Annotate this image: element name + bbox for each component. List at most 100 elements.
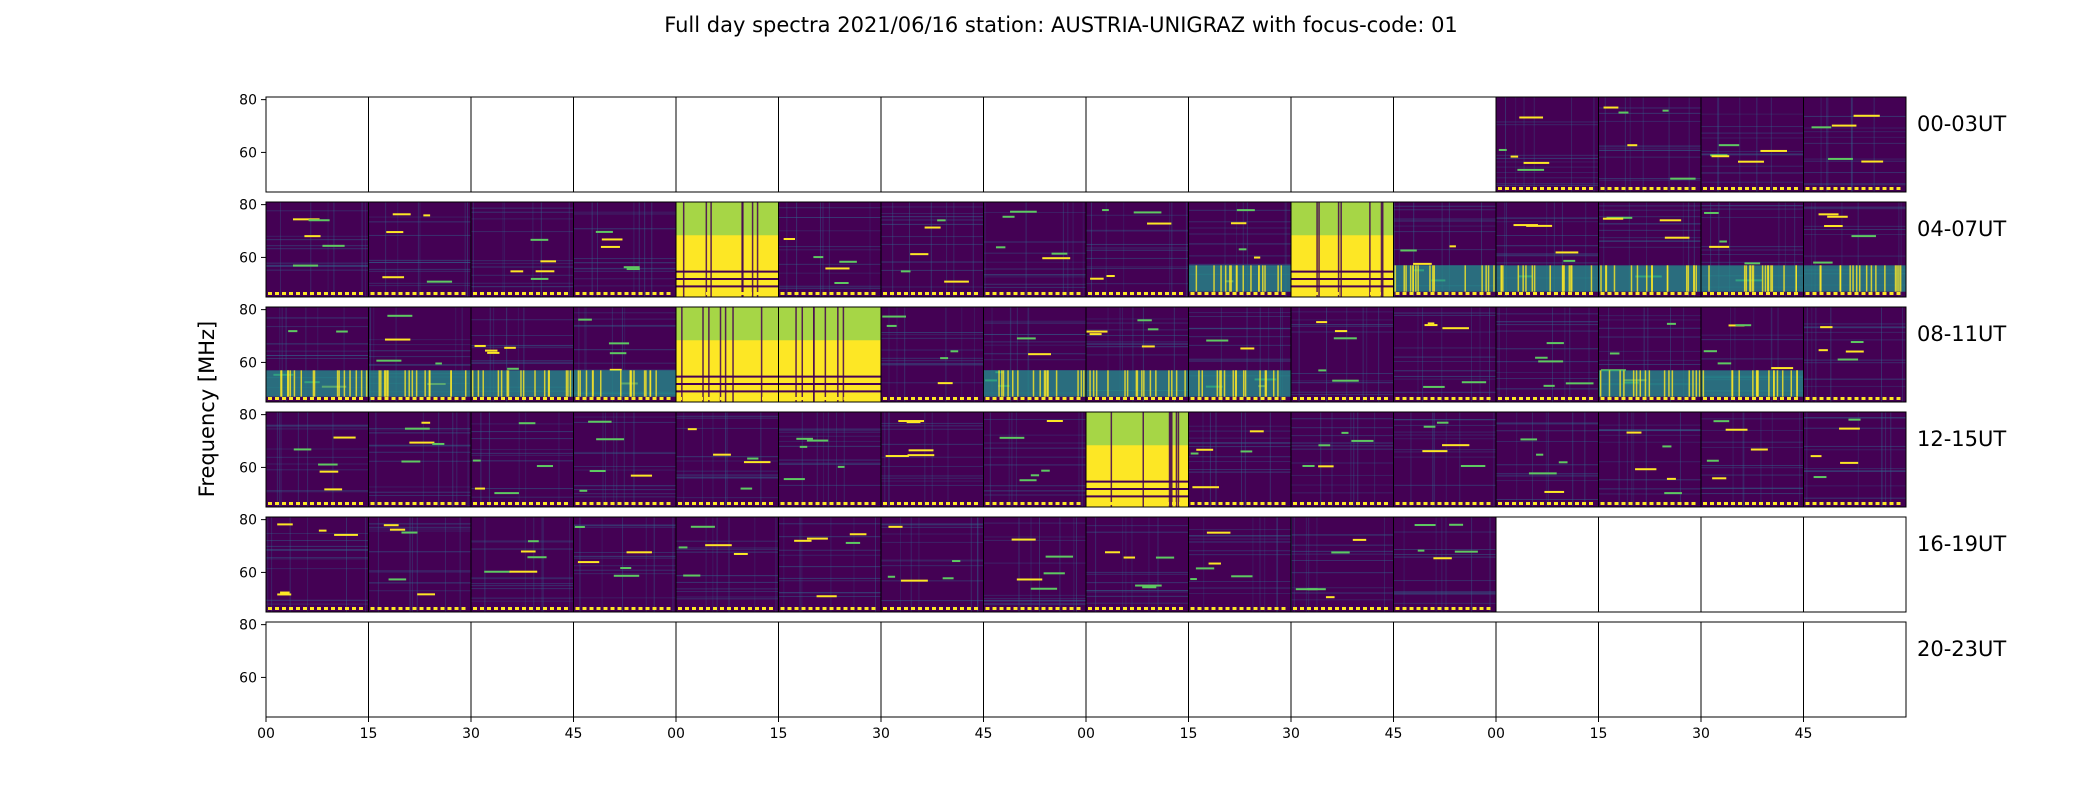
- spectrum-noise-line: [1308, 517, 1310, 612]
- spectrum-noise-line: [881, 223, 984, 225]
- baseline-dot: [748, 397, 752, 400]
- spectrum-panel: [1188, 96, 1292, 193]
- interference-line: [565, 370, 568, 397]
- baseline-dot: [871, 397, 876, 400]
- spectrum-noise-line: [983, 485, 1086, 487]
- baseline-dot: [769, 397, 773, 400]
- spectrum-noise-line: [1701, 254, 1804, 256]
- baseline-dot: [1575, 187, 1579, 190]
- spectrum-noise-line: [1291, 534, 1394, 536]
- baseline-dot: [589, 502, 594, 505]
- baseline-dot: [1519, 187, 1523, 190]
- baseline-dot: [762, 292, 766, 295]
- baseline-dot: [985, 607, 990, 610]
- baseline-dot: [1144, 607, 1148, 610]
- spectrum-noise-line: [1142, 307, 1144, 402]
- spectrum-noise-line: [1393, 218, 1496, 220]
- baseline-dot: [1069, 292, 1074, 295]
- baseline-dot: [603, 397, 608, 400]
- interference-line: [1671, 370, 1674, 397]
- x-tick-label: 45: [1795, 726, 1813, 742]
- baseline-dot: [1349, 292, 1353, 295]
- spectrum-noise-line: [1015, 412, 1017, 507]
- baseline-dot: [1232, 502, 1237, 505]
- signal-streak: [837, 465, 845, 468]
- panel-background: [983, 202, 1086, 297]
- baseline-dot: [911, 607, 915, 610]
- baseline-dot: [808, 397, 813, 400]
- spectrum-noise-line: [946, 202, 948, 297]
- signal-streak: [333, 436, 356, 439]
- interference-line: [1761, 265, 1764, 292]
- baseline-dot: [1349, 607, 1353, 610]
- panel-background: [1291, 622, 1394, 717]
- interference-line: [1685, 265, 1688, 292]
- baseline-dot: [659, 397, 664, 400]
- signal-streak: [293, 448, 312, 451]
- spectrum-noise-line: [1188, 264, 1291, 266]
- spectrum-noise-line: [278, 412, 280, 507]
- signal-streak: [277, 523, 293, 526]
- baseline-dot: [1547, 397, 1551, 400]
- spectrum-noise-line: [1105, 202, 1107, 297]
- baseline-dot: [610, 397, 615, 400]
- baseline-dot: [1451, 292, 1456, 295]
- spectrum-noise-line: [266, 545, 369, 547]
- interference-line: [1143, 370, 1145, 397]
- interference-line: [1790, 370, 1793, 397]
- spectrum-noise-line: [983, 252, 1086, 254]
- spectrum-noise-line: [1729, 202, 1731, 297]
- spectrum-noise-line: [368, 356, 471, 358]
- spectrum-noise-line: [1188, 592, 1291, 594]
- signal-streak: [1051, 252, 1068, 255]
- interference-line: [1870, 265, 1873, 292]
- spectrum-noise-line: [651, 202, 653, 297]
- interference-line: [1695, 265, 1697, 292]
- spectrum-noise-line: [633, 202, 635, 297]
- spectrum-noise-line: [266, 428, 369, 430]
- signal-streak: [1318, 369, 1327, 372]
- baseline-dot: [589, 397, 594, 400]
- baseline-dot: [1027, 292, 1032, 295]
- burst-stripe: [1168, 412, 1171, 507]
- interference-line: [1738, 370, 1740, 397]
- spectrum-noise-line: [1778, 202, 1780, 297]
- signal-streak: [588, 420, 612, 423]
- baseline-dot: [1006, 292, 1011, 295]
- baseline-dot: [1377, 607, 1381, 610]
- spectrum-noise-line: [1291, 553, 1394, 555]
- spectrum-noise-line: [368, 494, 471, 496]
- spectrum-noise-line: [1188, 263, 1291, 265]
- baseline-dot: [1561, 397, 1565, 400]
- baseline-dot: [1498, 397, 1502, 400]
- spectrum-noise-line: [1803, 327, 1906, 329]
- spectrum-noise-line: [1188, 227, 1291, 229]
- spectrum-noise-line: [368, 523, 471, 525]
- baseline-dot: [638, 607, 643, 610]
- spectrum-noise-line: [1422, 307, 1424, 402]
- baseline-dot: [617, 292, 622, 295]
- spectrum-panel: [1085, 621, 1189, 718]
- baseline-dot: [1179, 292, 1183, 295]
- baseline-dot: [699, 292, 703, 295]
- signal-streak: [678, 546, 688, 549]
- spectrum-noise-line: [983, 274, 1086, 276]
- baseline-dot: [1582, 397, 1586, 400]
- spectrum-noise-line: [368, 282, 471, 284]
- interference-line: [1688, 370, 1690, 397]
- interference-line: [1126, 370, 1129, 397]
- burst-stripe: [681, 307, 683, 402]
- spectrum-noise-line: [1393, 249, 1496, 251]
- baseline-dot: [822, 502, 827, 505]
- spectrum-noise-line: [983, 418, 1086, 420]
- spectrum-noise-line: [676, 551, 779, 553]
- spectrum-noise-line: [1701, 113, 1804, 115]
- baseline-dot: [473, 607, 477, 610]
- signal-streak: [1030, 474, 1040, 477]
- baseline-dot: [1246, 397, 1251, 400]
- baseline-dot: [1300, 607, 1304, 610]
- spectrum-noise-line: [266, 354, 369, 356]
- spectrum-noise-line: [317, 307, 319, 402]
- spectrum-noise-line: [1062, 202, 1064, 297]
- baseline-dot: [589, 292, 594, 295]
